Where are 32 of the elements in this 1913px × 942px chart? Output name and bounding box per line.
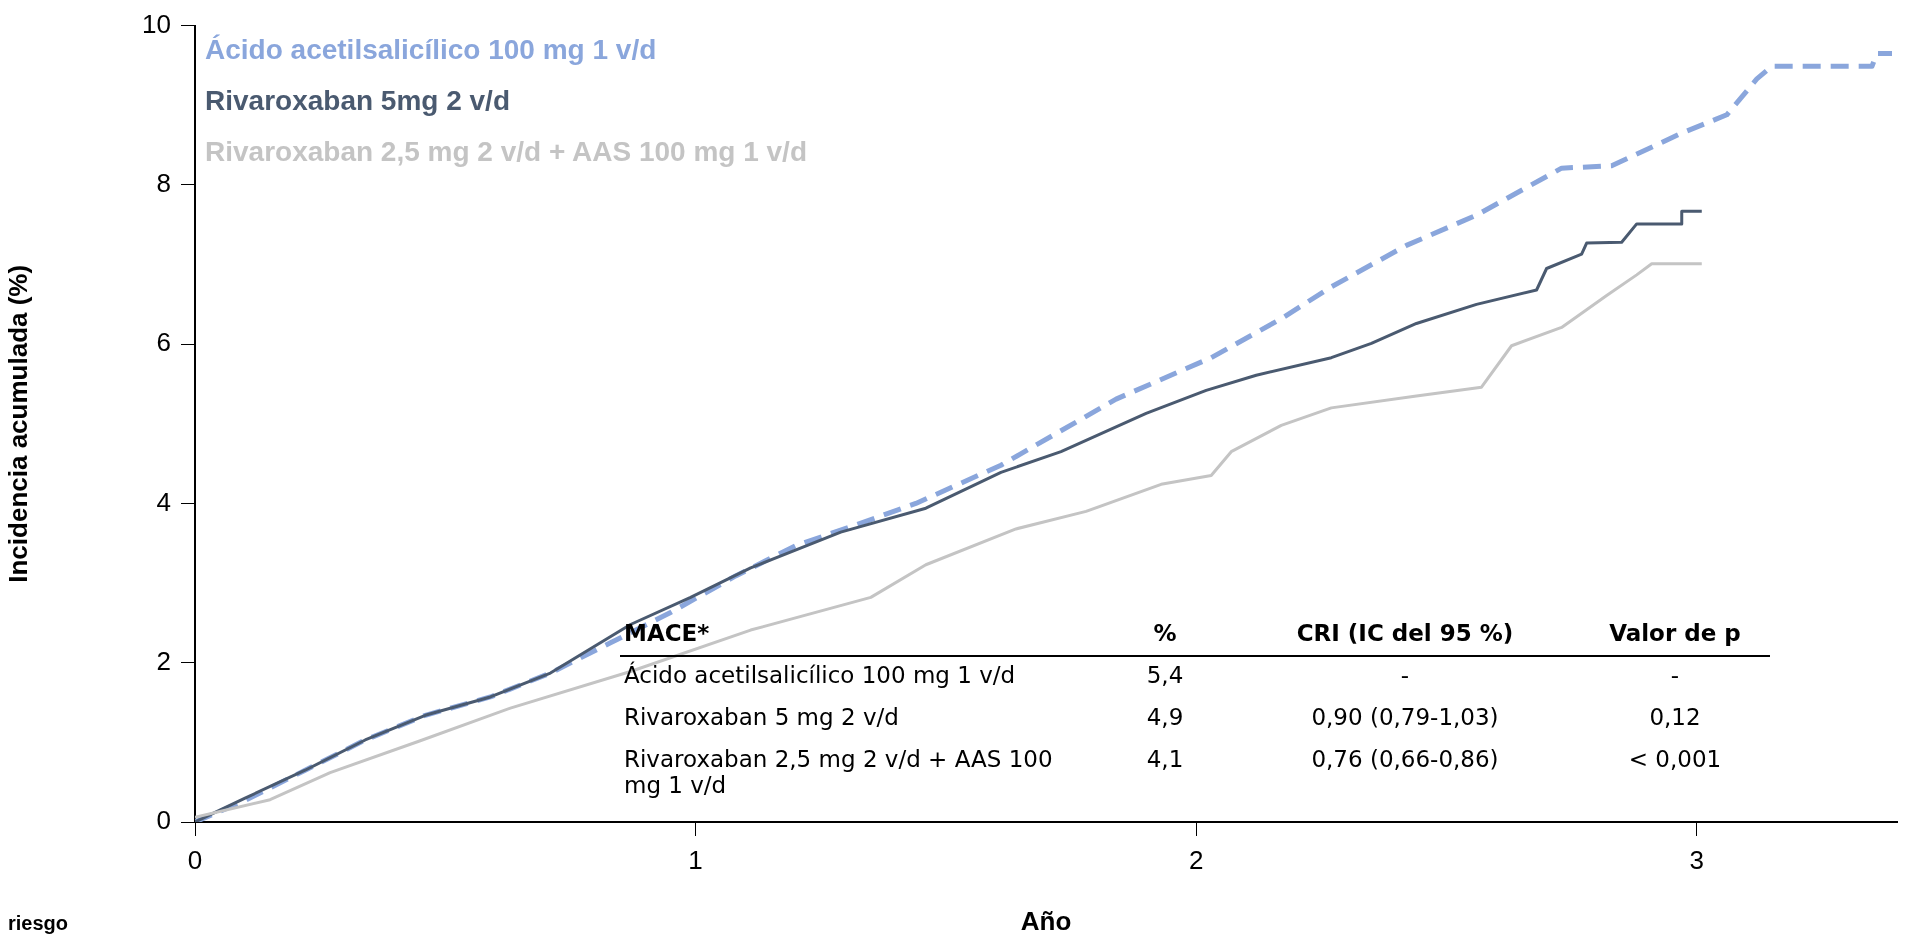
x-axis-title: Año (1020, 905, 1072, 936)
text: Rivaroxaban 5mg 2 v/d (205, 84, 511, 118)
text: riesgo (8, 912, 69, 934)
y-tick-label: 0 (156, 805, 171, 836)
annotation: - (1399, 661, 1411, 690)
annotation: - (1669, 661, 1681, 690)
annotation: 5,4 (1145, 661, 1185, 690)
y-tick-label: 10 (142, 8, 171, 39)
x-tick-label: 0 (187, 844, 203, 875)
text: Ácido acetilsalicílico 100 mg 1 v/d (205, 33, 658, 67)
x-tick-label: 1 (688, 844, 703, 875)
annotation: Rivaroxaban 5 mg 2 v/d (623, 703, 900, 732)
annotation: 0,12 (1648, 703, 1702, 732)
annotation: 0,90 (0,79-1,03) (1310, 703, 1500, 732)
text: Rivaroxaban 2,5 mg 2 v/d + AAS 100 mg 1 v/d (205, 135, 807, 169)
y-tick-label: 2 (156, 645, 171, 676)
annotation: Valor de p (1608, 619, 1742, 648)
annotation: CRI (IC del 95 %) (1295, 619, 1515, 648)
annotation: 4,1 (1145, 745, 1185, 774)
x-tick-label: 2 (1188, 844, 1204, 875)
annotation: < 0,001 (1627, 745, 1723, 774)
y-tick-label: 4 (156, 486, 171, 517)
x-tick-label: 3 (1689, 844, 1704, 875)
annotation: MACE* (623, 619, 711, 648)
y-tick-label: 8 (156, 168, 171, 199)
y-tick-label: 6 (156, 327, 171, 358)
annotation: 0,76 (0,66-0,86) (1310, 745, 1500, 774)
annotation: Ácido acetilsalicílico 100 mg 1 v/d (623, 660, 1017, 690)
annotation: 4,9 (1145, 703, 1185, 732)
annotation: % (1152, 619, 1178, 648)
annotation: Rivaroxaban 2,5 mg 2 v/d + AAS 100 mg 1 v/d (623, 745, 1054, 800)
y-axis-title: Incidencia acumulada (%) (2, 264, 33, 583)
